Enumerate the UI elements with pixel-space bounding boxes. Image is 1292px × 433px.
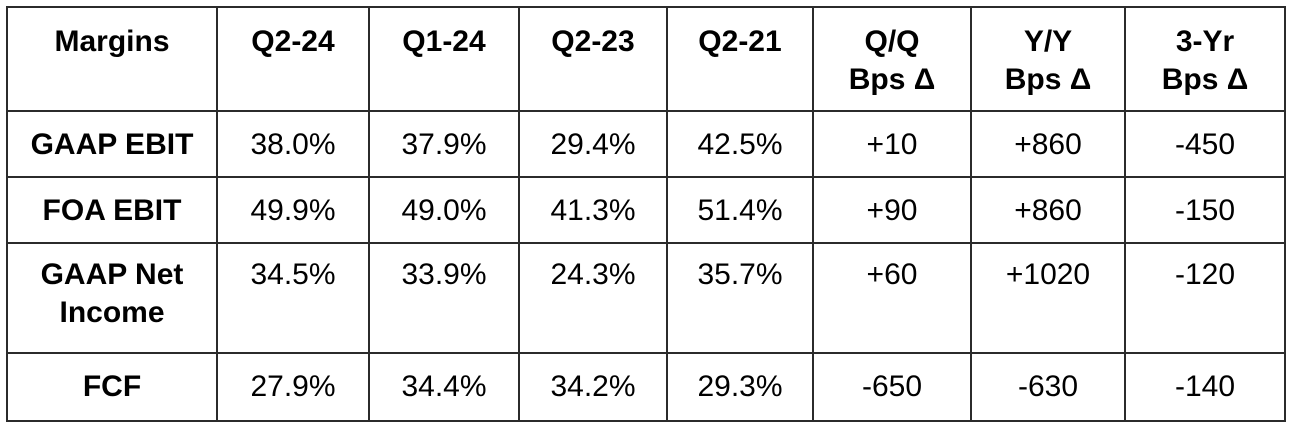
- margins-table-container: Margins Q2-24 Q1-24 Q2-23 Q2-21 Q/Q Bps Δ…: [6, 6, 1286, 422]
- table-cell: -450: [1124, 110, 1286, 178]
- table-cell: 49.0%: [368, 176, 520, 244]
- table-cell: -150: [1124, 176, 1286, 244]
- header-q2-21: Q2-21: [666, 6, 814, 112]
- header-3yr-bps: 3-Yr Bps Δ: [1124, 6, 1286, 112]
- header-row: Margins Q2-24 Q1-24 Q2-23 Q2-21 Q/Q Bps Δ…: [6, 6, 1286, 112]
- table-cell: 34.5%: [216, 242, 370, 354]
- table-cell: +10: [812, 110, 972, 178]
- table-cell: -120: [1124, 242, 1286, 354]
- table-cell: 35.7%: [666, 242, 814, 354]
- row-label-gaap-net-income: GAAP Net Income: [6, 242, 218, 354]
- table-cell: 27.9%: [216, 352, 370, 422]
- table-cell: 34.2%: [518, 352, 668, 422]
- header-q2-23: Q2-23: [518, 6, 668, 112]
- table-row: FOA EBIT 49.9% 49.0% 41.3% 51.4% +90 +86…: [6, 176, 1286, 244]
- table-cell: 51.4%: [666, 176, 814, 244]
- table-cell: 38.0%: [216, 110, 370, 178]
- table-cell: 37.9%: [368, 110, 520, 178]
- margins-table: Margins Q2-24 Q1-24 Q2-23 Q2-21 Q/Q Bps Δ…: [6, 6, 1286, 422]
- table-cell: 49.9%: [216, 176, 370, 244]
- table-cell: 24.3%: [518, 242, 668, 354]
- row-label-foa-ebit: FOA EBIT: [6, 176, 218, 244]
- table-cell: +1020: [970, 242, 1126, 354]
- header-qq-bps: Q/Q Bps Δ: [812, 6, 972, 112]
- table-cell: 29.4%: [518, 110, 668, 178]
- table-cell: +860: [970, 110, 1126, 178]
- table-cell: -630: [970, 352, 1126, 422]
- header-q1-24: Q1-24: [368, 6, 520, 112]
- table-cell: 34.4%: [368, 352, 520, 422]
- table-row: GAAP EBIT 38.0% 37.9% 29.4% 42.5% +10 +8…: [6, 110, 1286, 178]
- header-yy-bps: Y/Y Bps Δ: [970, 6, 1126, 112]
- table-cell: +90: [812, 176, 972, 244]
- table-cell: 42.5%: [666, 110, 814, 178]
- table-row: GAAP Net Income 34.5% 33.9% 24.3% 35.7% +…: [6, 242, 1286, 354]
- table-cell: -140: [1124, 352, 1286, 422]
- table-row: FCF 27.9% 34.4% 34.2% 29.3% -650 -630 -1…: [6, 352, 1286, 422]
- table-cell: +860: [970, 176, 1126, 244]
- row-label-gaap-ebit: GAAP EBIT: [6, 110, 218, 178]
- table-cell: -650: [812, 352, 972, 422]
- row-label-fcf: FCF: [6, 352, 218, 422]
- header-q2-24: Q2-24: [216, 6, 370, 112]
- table-cell: 29.3%: [666, 352, 814, 422]
- table-cell: 33.9%: [368, 242, 520, 354]
- table-cell: +60: [812, 242, 972, 354]
- header-margins: Margins: [6, 6, 218, 112]
- table-cell: 41.3%: [518, 176, 668, 244]
